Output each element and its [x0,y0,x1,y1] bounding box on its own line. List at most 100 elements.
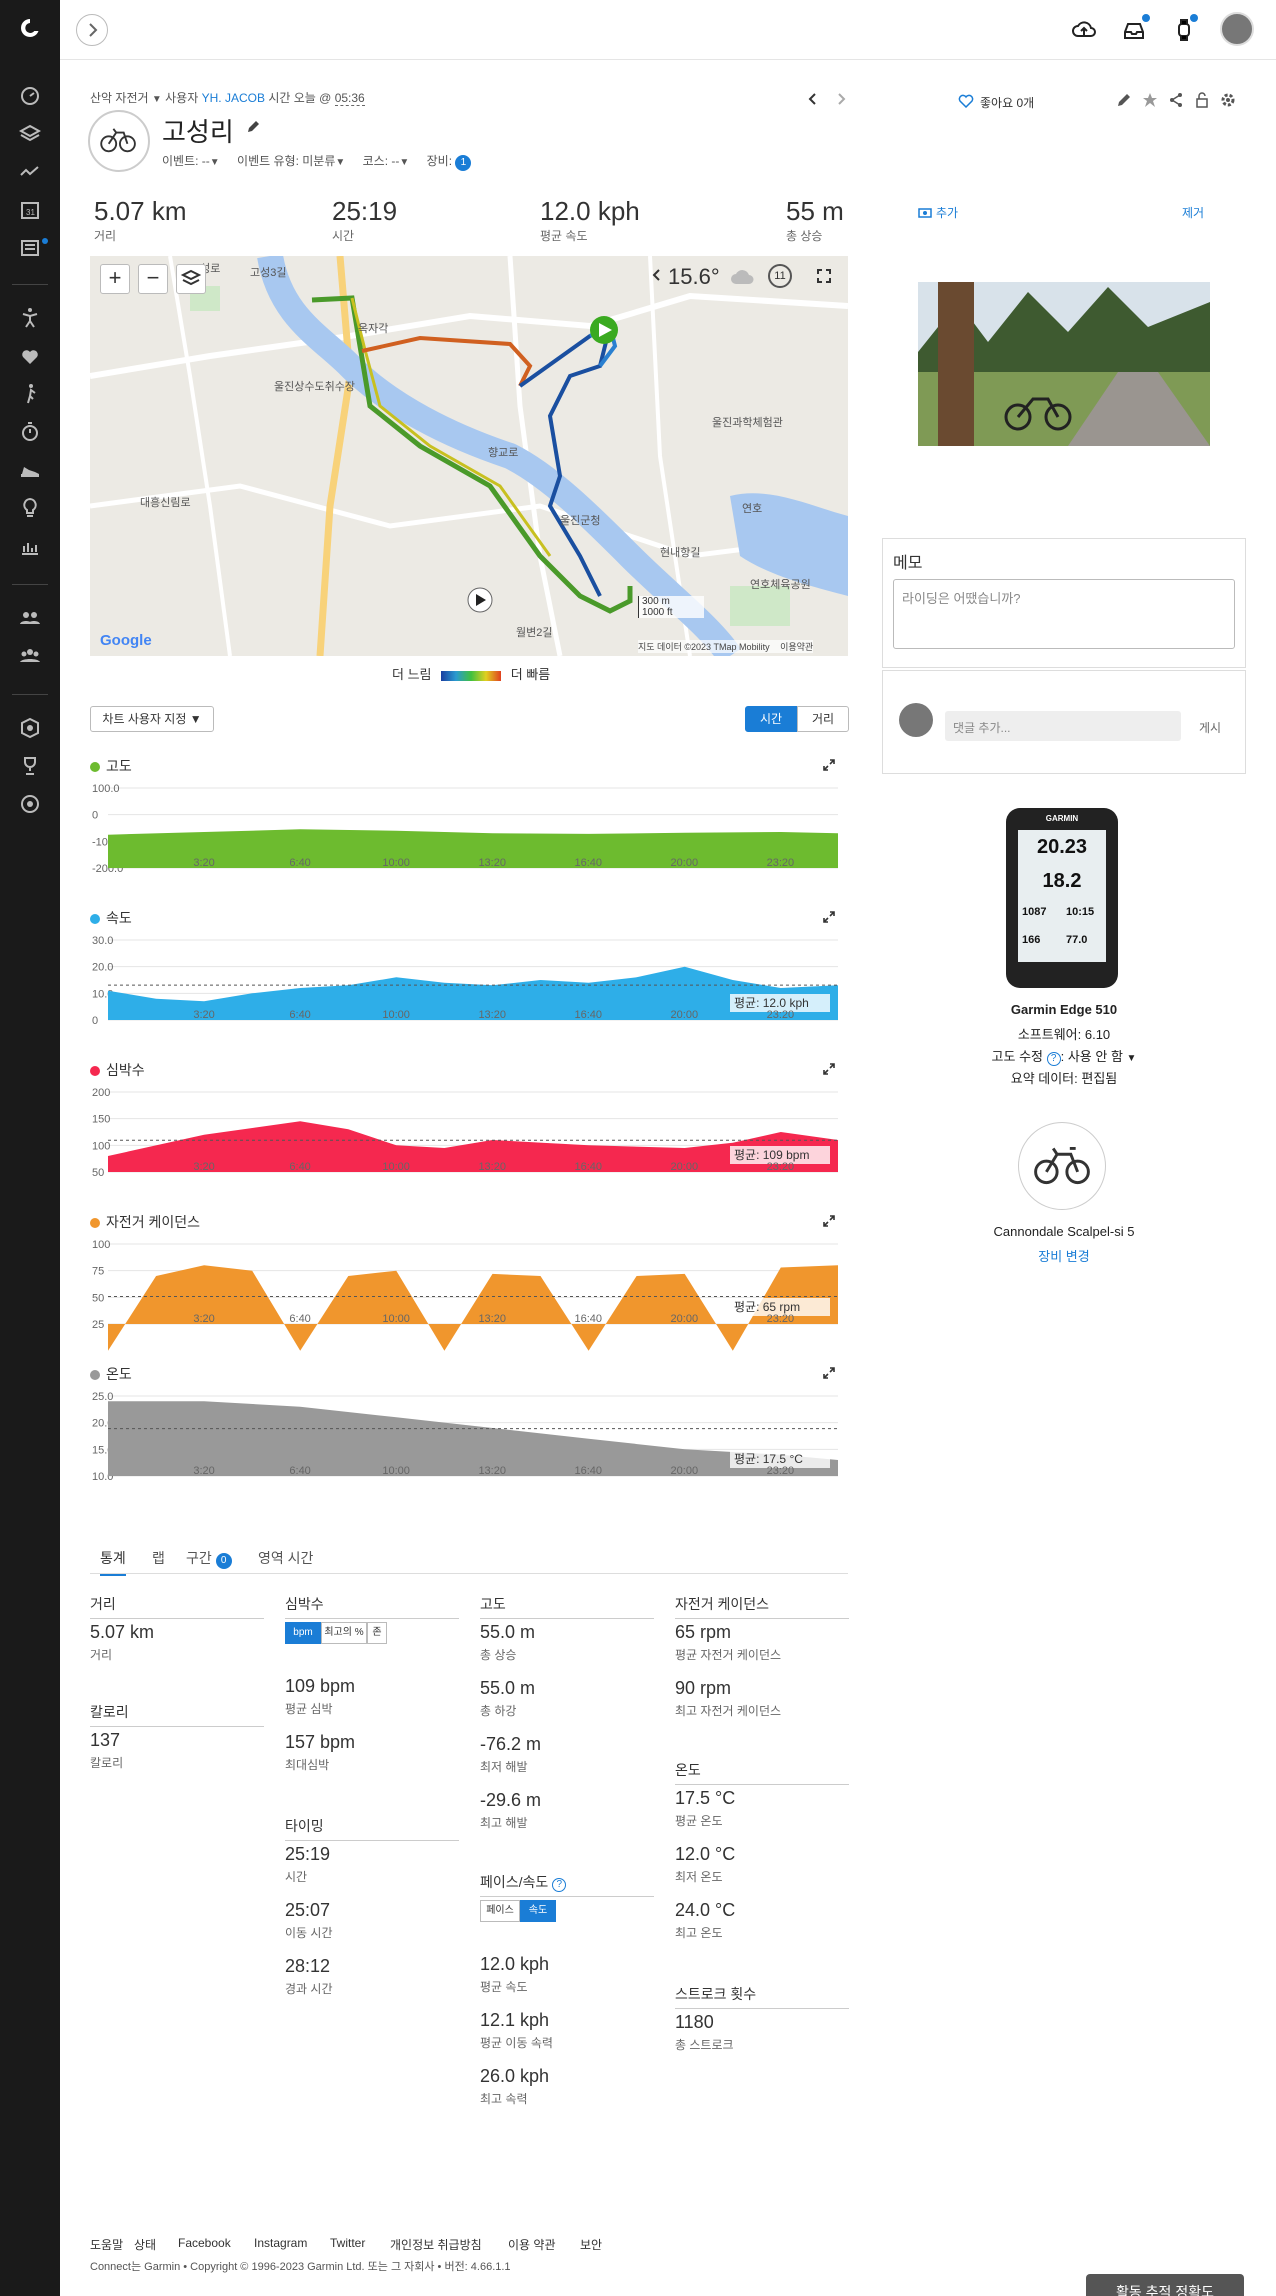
privacy-lock-icon[interactable] [1194,92,1210,108]
expand-chart-icon[interactable] [822,758,836,772]
segment-toggle-heart[interactable]: 최고의 % [321,1622,367,1644]
comment-input[interactable]: 댓글 추가... [945,711,1181,741]
expand-chart-icon[interactable] [822,910,836,924]
stat-value: -29.6 m [480,1790,542,1810]
segment-toggle-heart[interactable]: bpm [285,1622,321,1644]
like-heart-icon[interactable] [958,94,974,108]
tab-segments[interactable]: 구간 0 [186,1548,232,1569]
connections-icon[interactable] [18,606,42,630]
footer-link[interactable]: 보안 [580,2238,603,2252]
zoom-in-button[interactable]: + [100,264,130,294]
watch-icon[interactable] [1170,16,1198,44]
x-axis-time-toggle[interactable]: 시간 [745,706,797,732]
edit-pencil-icon[interactable] [246,120,260,134]
expand-chart-icon[interactable] [822,1366,836,1380]
shoe-icon[interactable] [18,458,42,482]
news-icon[interactable] [18,236,42,260]
route-map[interactable]: 고성3길 옥자각 울진상수도취수장 울진과학체험관 울진군청 현내항길 연호체육공원 연호 대흥… [90,256,848,656]
settings-gear-icon[interactable] [1220,92,1236,108]
post-comment-button[interactable]: 게시 [1199,721,1222,735]
activity-accuracy-button[interactable]: 활동 추적 정확도 [1086,2274,1244,2296]
summary-stat-label: 총 상승 [786,229,823,243]
expand-chart-icon[interactable] [822,1062,836,1076]
footer-link[interactable]: Twitter [330,2236,366,2250]
prev-activity-icon[interactable] [806,92,820,106]
map-collapse-chevron-icon[interactable] [650,268,664,282]
change-gear-link[interactable]: 장비 변경 [1038,1249,1090,1264]
user-avatar[interactable] [1220,12,1254,46]
calendar-icon[interactable]: 31 [18,198,42,222]
trophy-icon[interactable] [18,754,42,778]
footer-link[interactable]: 도움말 [90,2238,124,2252]
footer-link[interactable]: 개인정보 취급방침 [390,2238,482,2252]
heart-icon[interactable] [18,344,42,368]
fullscreen-icon[interactable] [816,268,832,284]
summary-stat: 55 m 총 상승 [786,196,844,244]
help-icon[interactable]: ? [552,1878,567,1892]
dashboard-icon[interactable] [18,84,42,108]
upload-icon[interactable] [1070,16,1098,44]
map-terms-link[interactable]: 이용약관 [780,642,814,652]
lightbulb-icon[interactable] [18,496,42,520]
event-type-select[interactable]: 이벤트 유형: 미분류 [237,154,336,168]
course-select[interactable]: 코스: -- [362,154,400,168]
trend-icon[interactable] [18,160,42,184]
map-layers-button[interactable] [176,264,206,294]
customize-charts-button[interactable]: 차트 사용자 지정 ▼ [90,706,214,732]
remove-photo-link[interactable]: 제거 [1182,206,1205,220]
photo-canvas [918,282,1210,446]
elevation-correction-select[interactable]: : 사용 안 함 [1060,1049,1123,1064]
footer-link[interactable]: Instagram [254,2236,308,2250]
help-icon[interactable]: ? [1046,1052,1061,1066]
stopwatch-icon[interactable] [18,420,42,444]
gear-count-badge[interactable]: 1 [455,155,472,171]
tab-stats[interactable]: 통계 [100,1548,126,1576]
reports-icon[interactable] [18,534,42,558]
footer-link[interactable]: Facebook [178,2236,231,2250]
stats-tabs: 통계 랩 구간 0 영역 시간 [90,1544,848,1576]
event-type-dropdown-icon[interactable]: ▼ [335,157,346,168]
tab-zones[interactable]: 영역 시간 [258,1550,314,1566]
inbox-icon[interactable] [1120,16,1148,44]
target-icon[interactable] [18,792,42,816]
footer-link[interactable]: 상태 [134,2238,157,2252]
likes-count[interactable]: 좋아요 0개 [980,96,1035,110]
footer-link[interactable]: 이용 약관 [508,2238,556,2252]
user-name-link[interactable]: YH. JACOB [201,91,265,105]
elevation-correction: 고도 수정 ?: 사용 안 함 ▼ [991,1049,1137,1066]
activity-type[interactable]: 산악 자전거 [90,91,149,105]
elevation-correction-dropdown-icon[interactable]: ▼ [1126,1053,1137,1064]
activity-title[interactable]: 고성리 [162,117,234,147]
add-photo-link[interactable]: 추가 [936,206,959,220]
stat-label: 최고 속력 [480,2092,528,2106]
segment-toggle-pace[interactable]: 페이스 [480,1900,520,1922]
next-activity-icon[interactable] [834,92,848,106]
badges-icon[interactable] [18,716,42,740]
groups-icon[interactable] [18,644,42,668]
edit-icon[interactable] [1116,92,1132,108]
segment-toggle-heart[interactable]: 존 [367,1622,387,1644]
activity-icon[interactable] [18,306,42,330]
training-icon[interactable] [18,382,42,406]
stats-section-heart: 심박수 bpm 최고의 % 존 109 bpm 평균 심박 157 bpm 최대심박 [285,1594,459,1772]
tab-laps[interactable]: 랩 [152,1550,165,1566]
course-dropdown-icon[interactable]: ▼ [399,157,410,168]
garmin-connect-logo[interactable] [18,16,42,40]
activity-photo[interactable] [918,282,1210,446]
share-icon[interactable] [1168,92,1184,108]
zoom-out-button[interactable]: − [138,264,168,294]
x-axis-distance-toggle[interactable]: 거리 [797,706,849,732]
layers-icon[interactable] [18,122,42,146]
activity-time[interactable]: 05:36 [334,91,365,106]
favorite-star-icon[interactable] [1142,92,1158,108]
event-dropdown-icon[interactable]: ▼ [209,157,220,168]
event-select[interactable]: 이벤트: -- [162,154,210,168]
activity-type-dropdown-icon[interactable]: ▼ [151,94,162,105]
memo-textarea[interactable]: 라이딩은 어땠습니까? [893,579,1235,649]
y-tick-label: 200 [92,1087,110,1099]
camera-icon[interactable] [918,206,932,218]
segment-toggle-pace[interactable]: 속도 [520,1900,556,1922]
expand-chart-icon[interactable] [822,1214,836,1228]
stat-value: 90 rpm [675,1678,732,1698]
expand-sidebar-button[interactable] [76,14,108,46]
